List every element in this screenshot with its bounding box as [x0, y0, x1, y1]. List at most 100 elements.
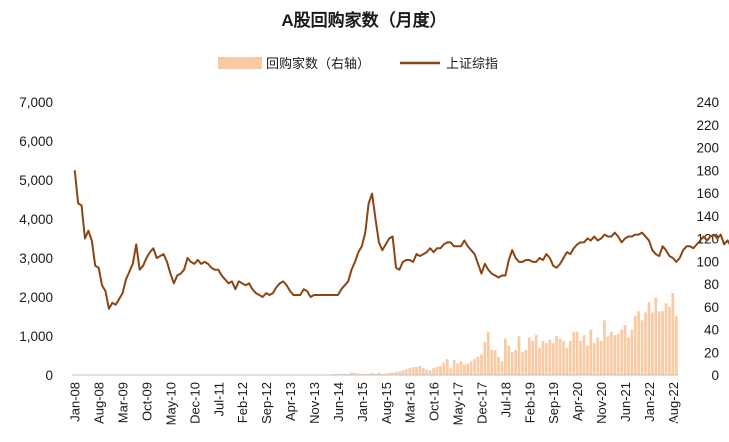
left-tick-label: 0	[45, 368, 53, 383]
bar-buybacks	[637, 311, 641, 375]
x-tick-label: Jan-08	[68, 382, 83, 422]
bar-buybacks	[336, 373, 340, 375]
bar-buybacks	[500, 361, 504, 375]
bar-buybacks	[562, 340, 565, 376]
bar-buybacks	[603, 320, 606, 375]
x-tick-label: Dec-10	[187, 382, 202, 424]
right-tick-label: 60	[704, 300, 719, 315]
x-tick-label: Apr-13	[283, 382, 298, 421]
bar-buybacks	[480, 354, 483, 375]
bar-buybacks	[541, 340, 545, 376]
legend-label-index: 上证综指	[446, 56, 498, 71]
bar-buybacks	[504, 338, 507, 375]
x-tick-label: May-17	[451, 382, 466, 425]
right-tick-label: 160	[696, 186, 719, 201]
x-axis: Jan-08 Aug-08 Mar-09 Oct-09 May-10 Dec-10 Jul-…	[68, 382, 681, 425]
bar-buybacks	[456, 363, 459, 376]
bar-buybacks	[346, 373, 350, 375]
bar-buybacks	[404, 369, 408, 375]
bar-buybacks	[654, 297, 658, 375]
bar-buybacks	[432, 368, 435, 375]
bar-buybacks	[452, 360, 456, 375]
bar-buybacks	[620, 329, 623, 375]
x-tick-label: Jul-18	[498, 382, 513, 417]
bar-buybacks	[572, 331, 576, 375]
x-tick-label: Jun-14	[331, 382, 346, 422]
right-tick-label: 80	[704, 277, 719, 292]
x-tick-label: Apr-20	[570, 382, 585, 421]
x-tick-label: Nov-20	[594, 382, 609, 424]
bar-buybacks	[644, 312, 647, 375]
bar-buybacks	[357, 373, 360, 375]
bar-buybacks	[613, 335, 617, 375]
right-tick-label: 220	[696, 118, 719, 133]
bar-buybacks	[445, 359, 449, 375]
bar-buybacks	[534, 335, 538, 375]
x-tick-label: Dec-17	[474, 382, 489, 424]
watermark-text: 格隆汇	[672, 420, 711, 435]
bar-buybacks	[391, 372, 394, 375]
bar-buybacks	[548, 339, 552, 375]
bar-buybacks	[411, 367, 415, 375]
x-tick-label: Mar-16	[403, 382, 418, 423]
bar-buybacks	[657, 311, 661, 375]
left-tick-label: 1,000	[19, 329, 53, 344]
bar-buybacks	[599, 340, 603, 376]
bar-buybacks	[466, 363, 470, 376]
chart-title: A股回购家数（月度）	[281, 10, 446, 30]
left-tick-label: 4,000	[19, 212, 53, 227]
bar-buybacks	[664, 303, 668, 375]
bar-buybacks	[514, 349, 517, 375]
bar-buybacks	[384, 373, 388, 375]
bar-buybacks	[350, 372, 353, 375]
bar-buybacks	[640, 320, 644, 375]
bar-buybacks	[651, 312, 654, 375]
bar-buybacks	[428, 370, 432, 375]
bar-buybacks	[486, 331, 490, 375]
x-tick-label: Oct-09	[139, 382, 154, 421]
bar-buybacks	[531, 340, 535, 376]
bar-buybacks	[367, 373, 371, 375]
x-tick-label: Feb-19	[522, 382, 537, 423]
bar-buybacks	[439, 365, 442, 375]
left-tick-label: 5,000	[19, 173, 53, 188]
bar-buybacks	[370, 372, 374, 375]
bar-buybacks	[493, 349, 497, 375]
bar-buybacks	[517, 336, 521, 375]
bar-buybacks	[463, 364, 466, 375]
bar-buybacks	[425, 369, 429, 375]
left-tick-label: 7,000	[19, 95, 53, 110]
legend-label-buybacks: 回购家数（右轴）	[266, 56, 370, 71]
x-tick-label: Jul-11	[211, 382, 226, 416]
bar-buybacks	[630, 329, 634, 375]
left-axis: 0 1,000 2,000 3,000 4,000 5,000 6,000 7,000	[19, 95, 53, 383]
x-tick-label: Jan-15	[355, 382, 370, 422]
bar-buybacks	[558, 338, 562, 375]
watermark-logo-icon	[653, 419, 669, 435]
bar-buybacks	[339, 373, 343, 375]
x-tick-label: May-10	[163, 382, 178, 425]
bar-buybacks	[668, 306, 671, 375]
bar-buybacks	[606, 336, 610, 375]
bar-buybacks	[555, 336, 559, 375]
bar-buybacks	[442, 362, 446, 375]
bar-buybacks	[671, 293, 675, 375]
x-tick-label: Aug-15	[379, 382, 394, 424]
bar-buybacks	[538, 347, 541, 375]
bar-buybacks	[568, 340, 572, 376]
bar-buybacks	[661, 311, 664, 375]
left-tick-label: 6,000	[19, 134, 53, 149]
bar-buybacks	[674, 315, 678, 375]
x-tick-label: Oct-16	[427, 382, 442, 421]
bar-buybacks	[609, 331, 613, 375]
bar-buybacks	[343, 373, 347, 375]
bar-buybacks	[510, 352, 514, 375]
bar-buybacks	[589, 329, 593, 375]
bar-buybacks	[449, 368, 453, 375]
x-tick-label: Jan-22	[642, 382, 657, 422]
bar-buybacks	[627, 337, 630, 375]
left-tick-label: 2,000	[19, 290, 53, 305]
legend-swatch-buybacks	[218, 57, 262, 69]
bar-buybacks	[623, 324, 627, 375]
